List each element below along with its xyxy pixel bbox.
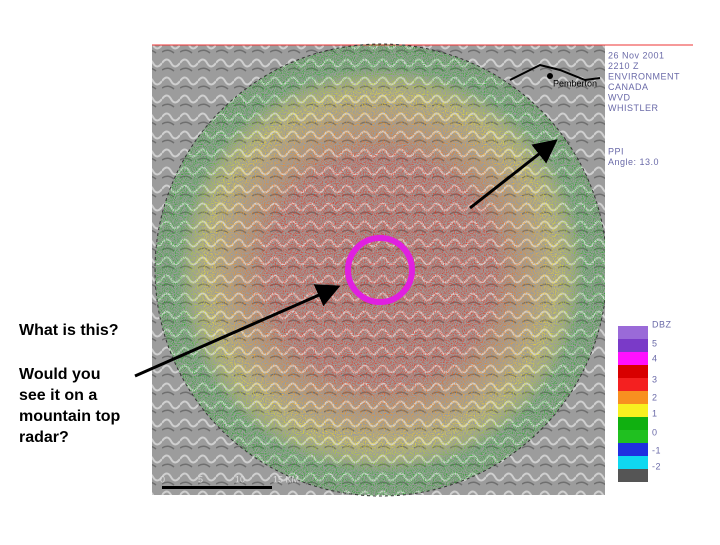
legend-label: 0	[652, 427, 658, 437]
legend-label: 4	[652, 353, 658, 363]
place-label: Pemberton	[553, 78, 597, 88]
radar-mode: Angle: 13.0	[608, 157, 659, 167]
radar-info: CANADA	[608, 82, 649, 92]
legend-label: 1	[652, 408, 658, 418]
legend-swatch	[618, 391, 648, 404]
ring-echo	[345, 235, 415, 305]
scale-label: 0	[160, 474, 165, 484]
legend-label: -2	[652, 461, 661, 471]
arrow	[469, 139, 558, 210]
town-dot	[547, 73, 553, 79]
question: What is this?	[19, 322, 119, 339]
legend-swatch	[618, 365, 648, 378]
legend-label: 5	[652, 338, 658, 348]
legend-swatch	[618, 326, 648, 339]
legend-swatch	[618, 417, 648, 430]
radar-info: WVD	[608, 92, 631, 102]
legend-swatch	[618, 378, 648, 391]
question: Would you see it on a mountain top radar?	[19, 366, 121, 446]
legend-label: -1	[652, 445, 661, 455]
radar-mode: PPI	[608, 146, 624, 156]
radar-info: 2210 Z	[608, 61, 639, 71]
legend-swatch	[618, 443, 648, 456]
legend-label: 2	[652, 392, 658, 402]
legend-swatch	[618, 456, 648, 469]
legend-swatch	[618, 339, 648, 352]
scale-label: 5	[198, 474, 203, 484]
arrow	[134, 284, 341, 378]
legend-swatch	[618, 352, 648, 365]
legend-label: 3	[652, 374, 658, 384]
legend-swatch	[618, 469, 648, 482]
legend-swatch	[618, 430, 648, 443]
road	[509, 63, 601, 82]
legend-title: DBZ	[652, 319, 672, 329]
scale-label: 10	[235, 474, 245, 484]
radar-info: WHISTLER	[608, 103, 659, 113]
radar-echo	[155, 44, 607, 496]
legend-swatch	[618, 404, 648, 417]
scale-label: 15 KM	[273, 474, 299, 484]
radar-info: 26 Nov 2001	[608, 50, 665, 60]
scale-bar	[162, 486, 272, 489]
radar-info: ENVIRONMENT	[608, 71, 680, 81]
